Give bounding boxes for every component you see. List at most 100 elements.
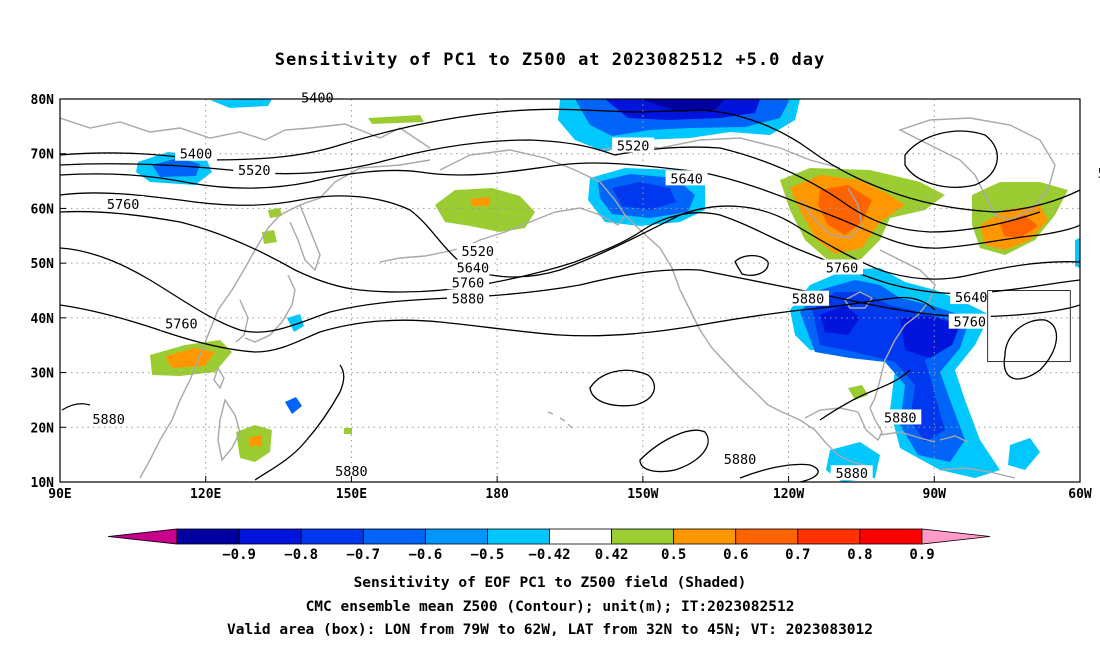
contour-label: 5400 — [296, 89, 339, 106]
lat-tick-label: 80N — [31, 93, 55, 108]
contour-line — [60, 210, 1080, 295]
lon-tick-label: 150W — [627, 487, 658, 502]
contour-label-text: 5520 — [461, 244, 494, 260]
contour-label-bg — [447, 290, 489, 306]
lon-tick-label: 90W — [923, 487, 947, 502]
contour-label-bg — [612, 137, 655, 153]
contour-label: 5520 — [233, 162, 276, 179]
lat-tick-label: 30N — [31, 367, 55, 382]
shade-arctic-small — [210, 99, 272, 108]
caption-contour: CMC ensemble mean Z500 (Contour); unit(m… — [305, 599, 795, 615]
contour-label: 5760 — [447, 274, 489, 291]
coastline-layer — [60, 117, 1056, 479]
contour-label: 5880 — [330, 463, 373, 480]
shade-green-strip — [368, 115, 424, 124]
lat-tick-label: 20N — [31, 421, 55, 436]
contour-label: 5880 — [787, 290, 829, 308]
shade-china-orange — [165, 348, 215, 368]
contour-label-text: 5520 — [238, 163, 271, 179]
contour-label-bg — [719, 451, 761, 467]
contour-line — [254, 364, 345, 481]
contour-label: 5640 — [451, 259, 494, 277]
colorbar-tick-label: −0.5 — [471, 547, 505, 563]
contour-line — [60, 192, 1080, 280]
colorbar-tick-label: 0.42 — [595, 547, 629, 563]
coast-south-america — [939, 467, 1016, 479]
coast-mexico — [781, 411, 869, 467]
colorbar-tick-label: −0.6 — [408, 547, 442, 563]
shade-atl-small — [1008, 438, 1040, 470]
contour-layer — [60, 108, 1080, 482]
contour-label-text: 5880 — [92, 412, 125, 428]
contour-label-bg — [330, 463, 373, 479]
contour-label-text: 5880 — [452, 292, 485, 308]
contour-label-text: 5760 — [826, 261, 859, 277]
contour-label-text: 5760 — [165, 316, 198, 332]
contour-line — [60, 108, 1080, 213]
contour-label-bg — [160, 315, 203, 331]
shade-arctic-deep — [640, 99, 725, 112]
colorbar-max-triangle — [921, 528, 991, 545]
contour-label: 5760 — [160, 315, 203, 332]
contour-line — [1003, 319, 1058, 380]
colorbar-bin — [487, 528, 550, 545]
colorbar-tick-label: −0.9 — [222, 547, 256, 563]
contour-label-text: 5880 — [335, 464, 368, 480]
contour-label-bg — [451, 259, 494, 275]
shade-siberia-core — [152, 158, 200, 177]
contour-line — [639, 429, 709, 473]
colorbar-bin — [176, 528, 240, 545]
colorbar-bin — [735, 528, 799, 545]
contour-label-text: 5760 — [452, 275, 485, 291]
lon-tick-label: 90E — [48, 487, 71, 502]
colorbar-tick-label: −0.8 — [284, 547, 318, 563]
shade-wp-blue — [285, 397, 302, 414]
contour-label-bg — [102, 196, 145, 212]
coast-korea — [235, 299, 249, 343]
page-title: Sensitivity of PC1 to Z500 at 2023082512… — [274, 50, 826, 70]
coast-kamchatka — [289, 204, 321, 272]
contour-label: 5640 — [950, 289, 993, 306]
contour-label-bg — [787, 290, 829, 306]
shade-bering-orange — [470, 197, 490, 206]
latitude-axis: 80N 70N 60N 50N 40N 30N 20N 10N — [31, 93, 66, 491]
contour-label: 5760 — [948, 313, 991, 331]
contour-label-bg — [87, 411, 130, 427]
contour-label-bg — [830, 465, 873, 481]
contour-label-text: 5760 — [953, 315, 986, 331]
shade-japan-blue — [287, 314, 304, 332]
lat-tick-label: 70N — [31, 148, 55, 163]
lon-tick-label: 150E — [336, 487, 367, 502]
contour-line — [60, 162, 1080, 249]
lon-tick-label: 120E — [190, 487, 221, 502]
contour-label-bg — [821, 259, 863, 275]
contour-label: 5400 — [175, 145, 217, 163]
contour-label-text: 5880 — [835, 466, 868, 482]
coast-gulf — [804, 407, 859, 419]
contour-label: 5640 — [665, 170, 708, 187]
contour-label-text: 5880 — [884, 410, 917, 426]
colorbar-tick-label: 0.7 — [785, 547, 810, 563]
shade-philippine-orange — [250, 435, 262, 446]
lat-tick-label: 10N — [31, 476, 55, 491]
contour-label-text: 5640 — [457, 261, 490, 277]
lat-tick-label: 60N — [31, 202, 55, 217]
colorbar-bin — [673, 528, 737, 545]
coast-philippines — [217, 398, 241, 462]
colorbar-tick-label: −0.42 — [528, 547, 570, 563]
contour-label: 5520 — [456, 243, 499, 260]
lon-tick-label: 120W — [773, 487, 804, 502]
contour-line — [739, 463, 819, 482]
lat-tick-label: 40N — [31, 312, 55, 327]
shade-eastus-deep — [900, 316, 960, 358]
contour-label-bg — [296, 89, 339, 105]
contour-label-text: 5880 — [724, 452, 757, 468]
coast-hispaniola — [939, 435, 969, 443]
coast-japan — [244, 274, 296, 343]
colorbar-bin — [549, 528, 612, 545]
colorbar-bin — [300, 528, 364, 545]
lon-tick-label: 180 — [485, 487, 509, 502]
coast-hudson — [799, 187, 863, 239]
shade-atl-small2 — [1075, 238, 1080, 268]
